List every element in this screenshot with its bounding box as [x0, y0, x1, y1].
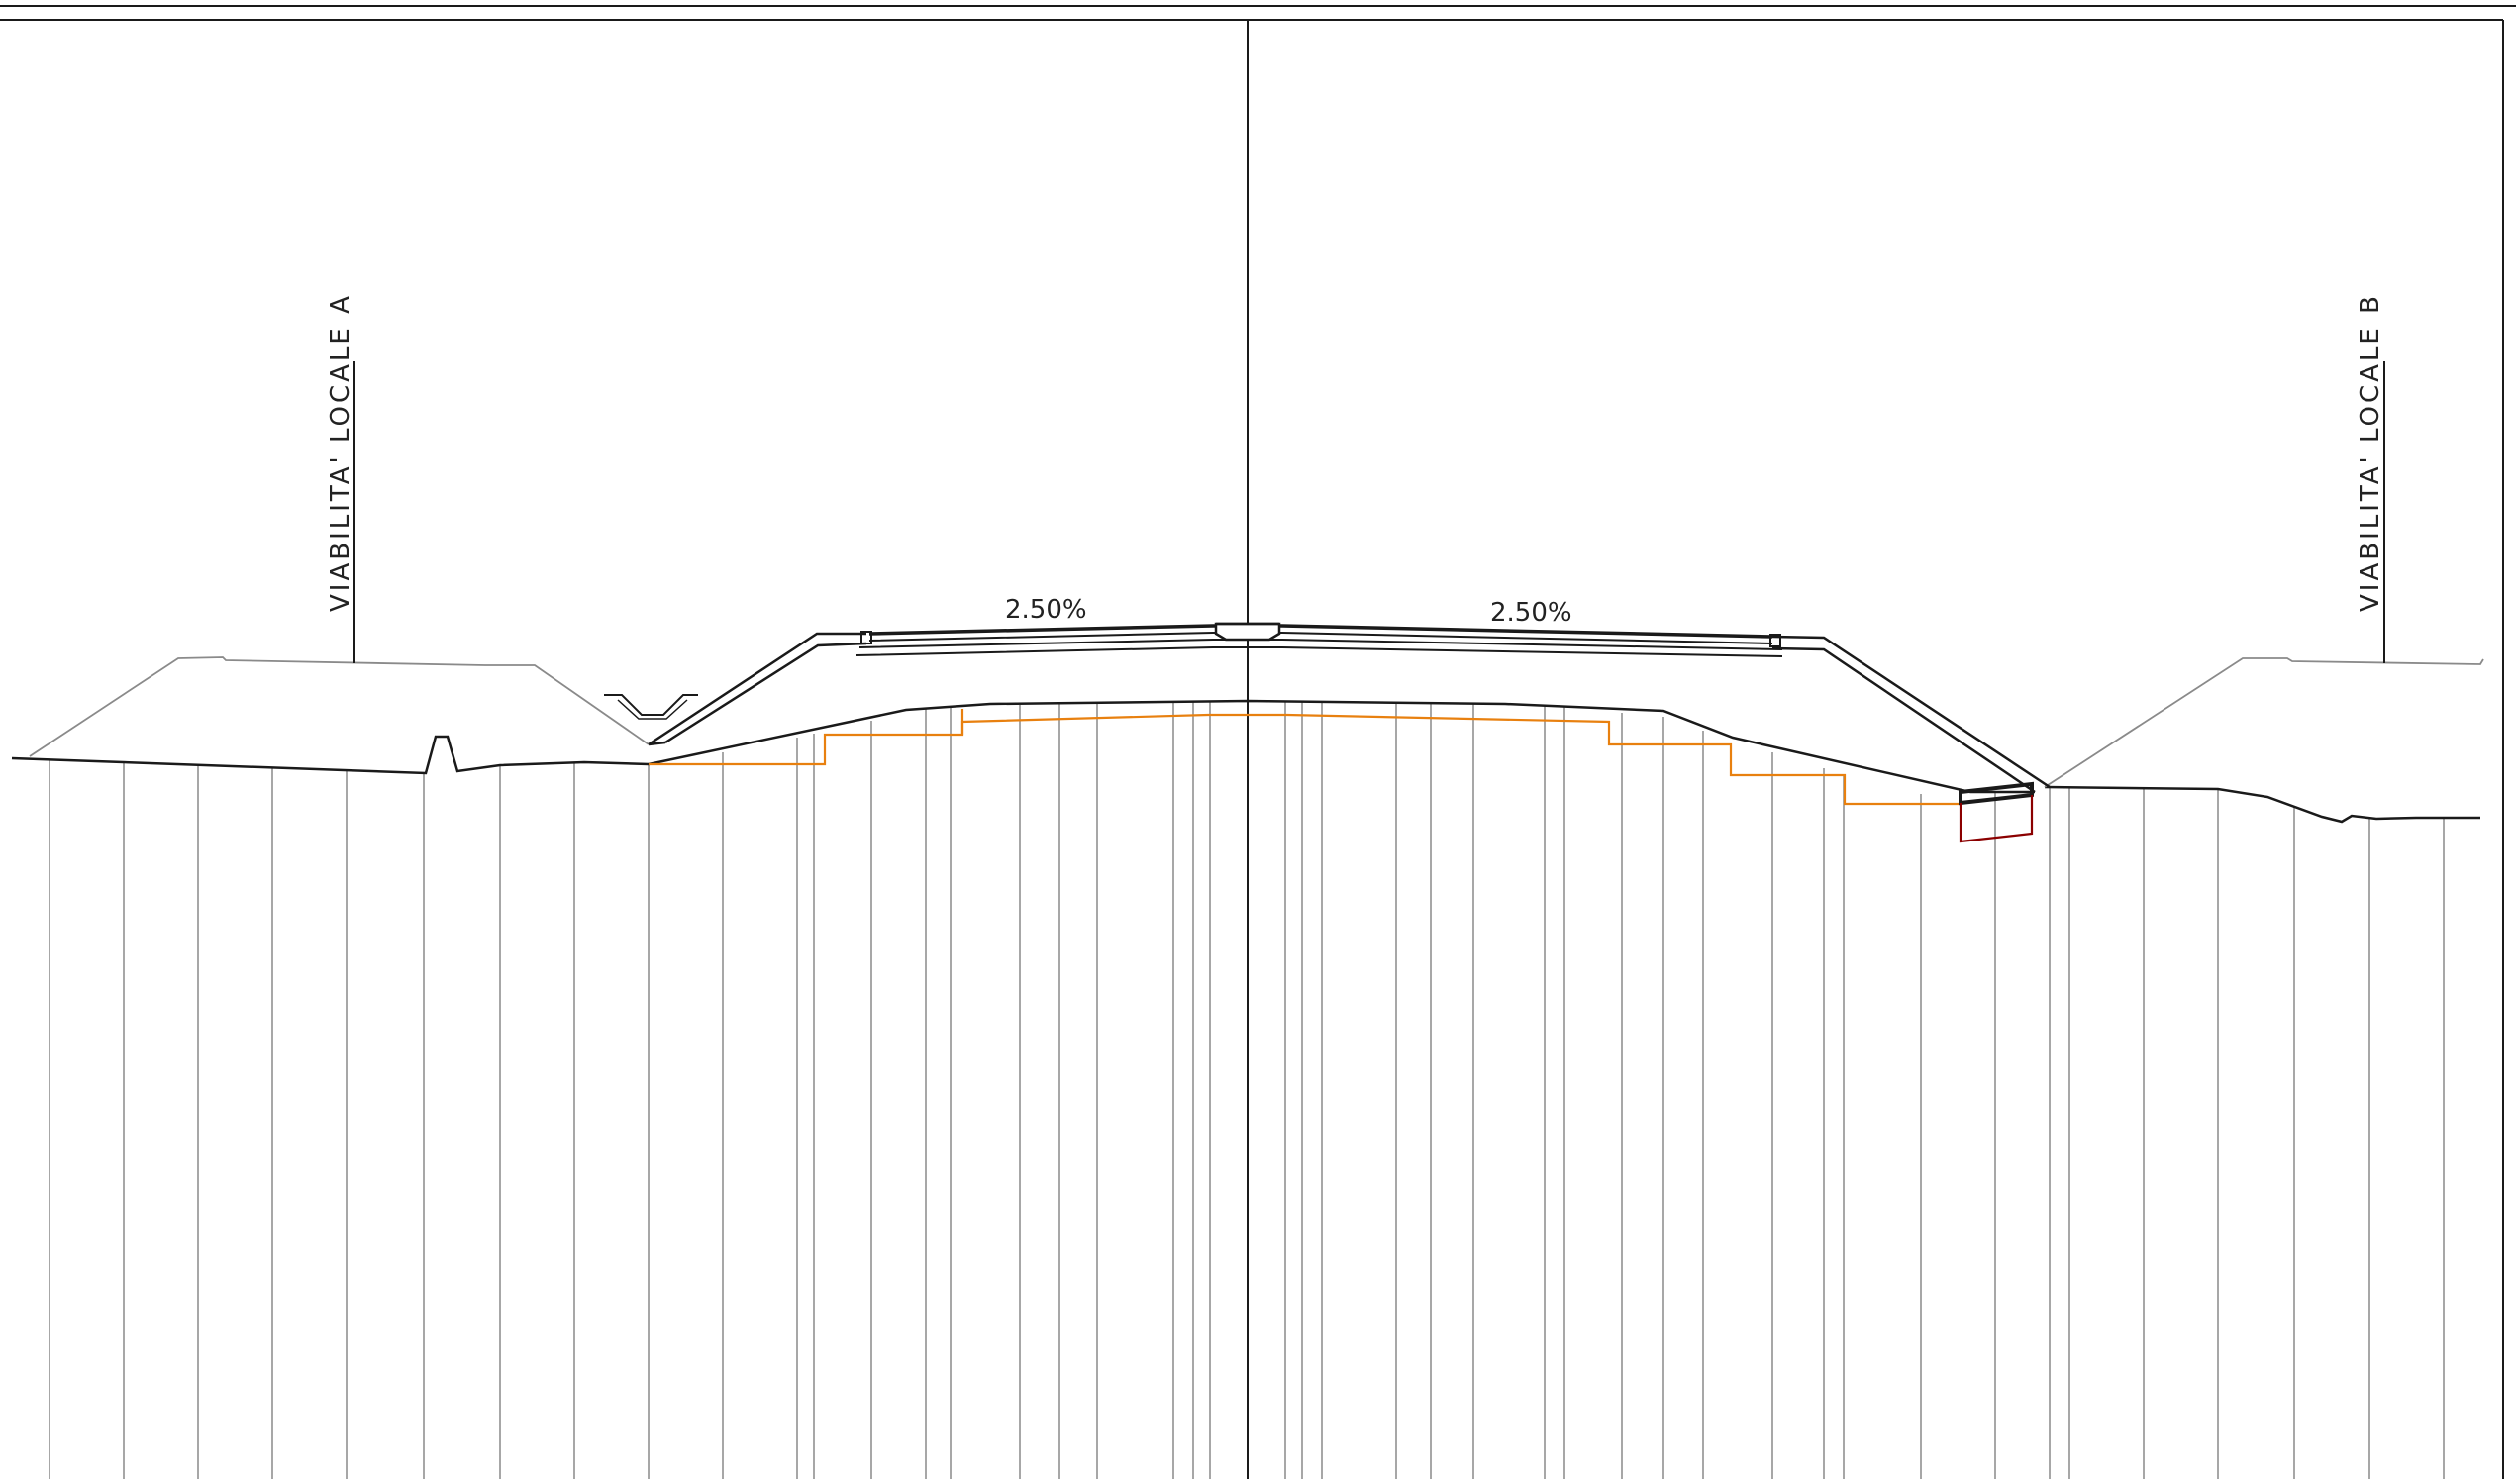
- existing-ground-right: [2044, 785, 2480, 824]
- ditch-symbol: [604, 694, 698, 716]
- drainage-section: [1959, 781, 2034, 843]
- local-road-a-marker: VIABILITA' LOCALE A: [326, 293, 355, 663]
- local-road-b-profile: [2044, 657, 2484, 788]
- pavement-layers: [855, 624, 1783, 657]
- main-embankment: [648, 632, 2051, 794]
- local-road-b-label: VIABILITA' LOCALE B: [2356, 293, 2385, 612]
- drawing-frame: [0, 5, 2516, 1479]
- excavation-steps-left: [649, 713, 1961, 806]
- station-lines: [49, 701, 2445, 1479]
- ditch-symbol-inner: [617, 699, 688, 720]
- local-road-a-profile: [29, 656, 650, 757]
- local-road-b-marker: VIABILITA' LOCALE B: [2356, 293, 2385, 663]
- slope-right-label: 2.50%: [1490, 598, 1572, 628]
- local-road-a-label: VIABILITA' LOCALE A: [326, 293, 355, 612]
- existing-ground-left: [11, 735, 650, 775]
- median-barrier: [1214, 622, 1281, 642]
- slope-left-label: 2.50%: [1005, 595, 1087, 625]
